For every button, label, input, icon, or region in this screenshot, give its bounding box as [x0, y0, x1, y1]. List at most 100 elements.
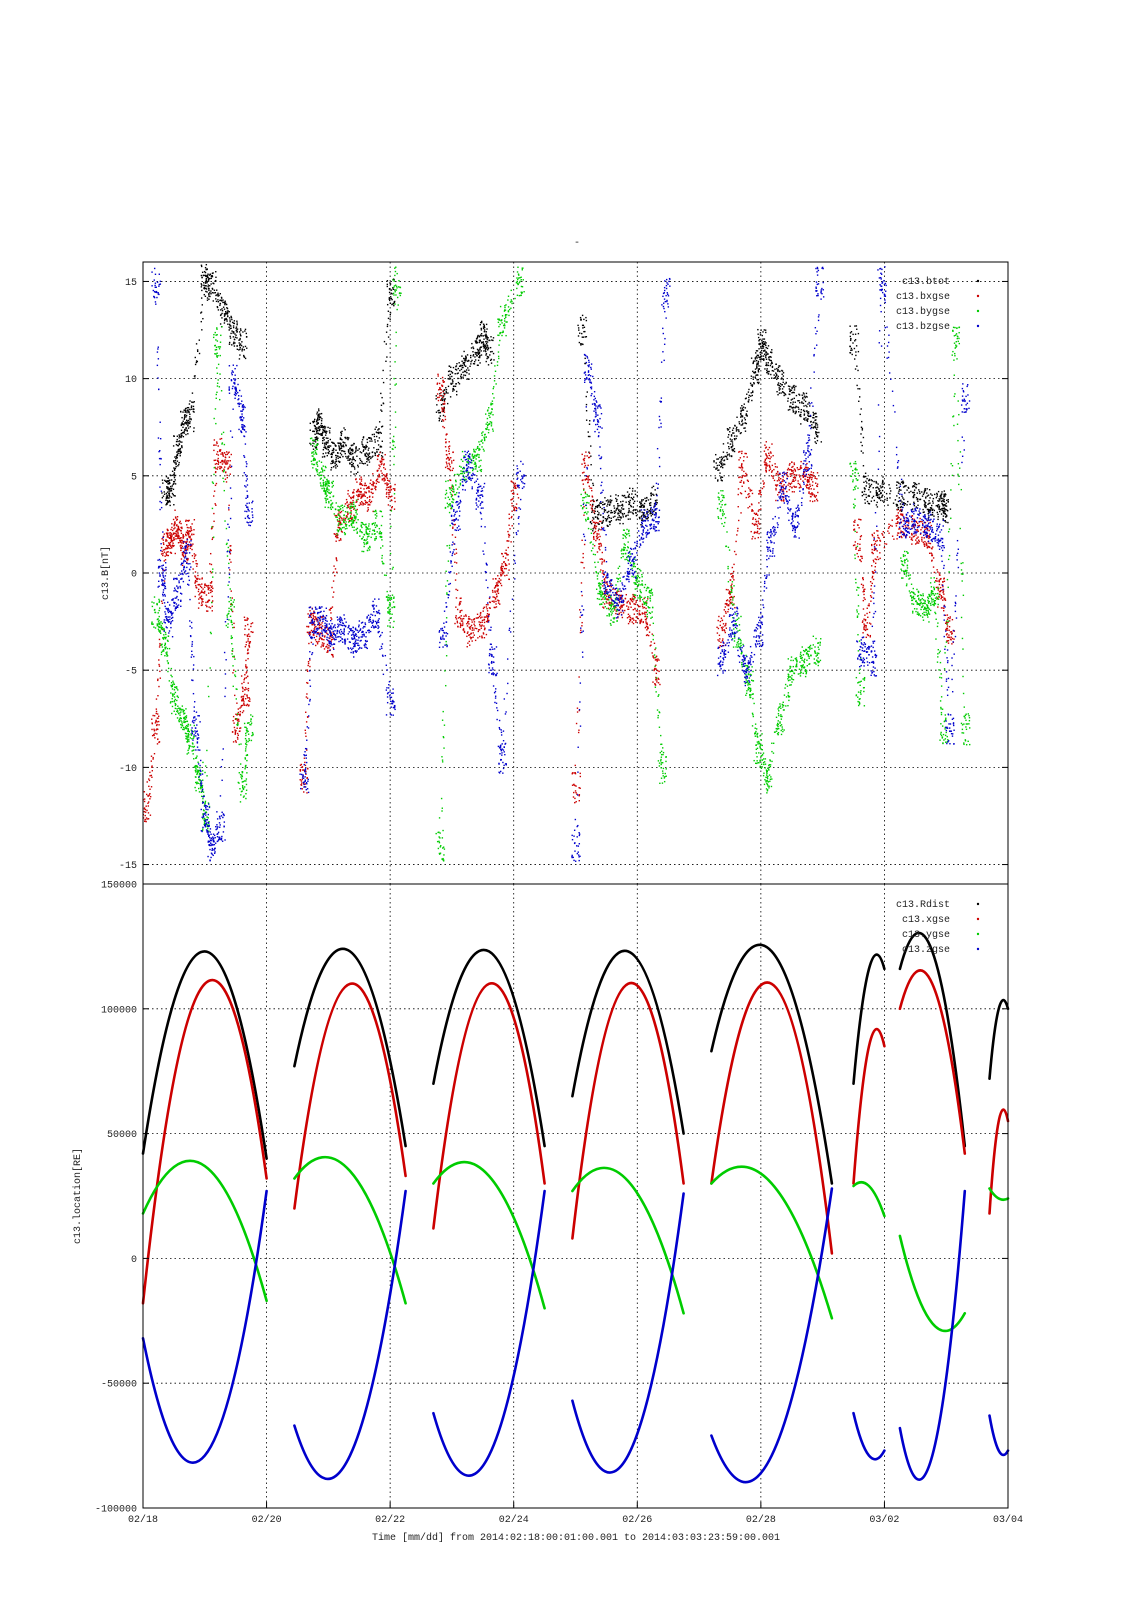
- data-point: [580, 344, 582, 346]
- data-point: [886, 497, 888, 499]
- data-point: [732, 427, 735, 429]
- data-point: [163, 491, 165, 493]
- data-point: [640, 504, 643, 507]
- data-point: [381, 479, 384, 481]
- data-point: [210, 589, 212, 591]
- data-point: [913, 489, 916, 491]
- data-point: [870, 479, 873, 481]
- data-point: [462, 622, 464, 624]
- data-point: [171, 485, 173, 487]
- data-point: [759, 354, 762, 356]
- data-point: [210, 275, 212, 277]
- data-point: [378, 464, 380, 466]
- data-point: [455, 588, 457, 591]
- data-point: [206, 276, 209, 279]
- data-point: [615, 606, 617, 609]
- data-point: [762, 480, 764, 482]
- data-point: [169, 495, 171, 497]
- data-point: [752, 390, 754, 392]
- data-point: [236, 727, 238, 729]
- data-point: [618, 510, 621, 513]
- data-point: [368, 447, 370, 449]
- data-point: [179, 537, 182, 539]
- data-point: [474, 627, 476, 630]
- data-point: [321, 426, 323, 429]
- data-point: [351, 517, 353, 520]
- data-point: [209, 589, 211, 592]
- data-point: [634, 597, 636, 599]
- data-point: [183, 432, 185, 434]
- data-point: [619, 606, 621, 609]
- data-point: [741, 407, 744, 409]
- data-point: [474, 340, 477, 342]
- data-point: [935, 496, 938, 499]
- data-point: [577, 324, 579, 327]
- data-point: [761, 339, 763, 342]
- data-point: [185, 419, 188, 421]
- data-point: [362, 495, 364, 498]
- data-point: [378, 432, 380, 435]
- data-point: [173, 525, 175, 527]
- data-point: [200, 311, 203, 313]
- data-point: [779, 370, 781, 372]
- data-point: [513, 508, 516, 510]
- data-point: [478, 352, 480, 355]
- data-point: [234, 733, 236, 735]
- data-point: [185, 427, 187, 429]
- data-point: [223, 461, 225, 464]
- data-point: [725, 622, 727, 625]
- data-point: [787, 400, 789, 402]
- data-point: [892, 502, 895, 504]
- data-point: [335, 534, 337, 537]
- magnetic-field-grid: [143, 262, 1008, 884]
- data-point: [180, 429, 183, 431]
- data-point: [242, 698, 244, 701]
- data-point: [634, 608, 636, 610]
- data-point: [480, 329, 483, 331]
- data-point: [623, 494, 626, 497]
- data-point: [325, 430, 327, 432]
- data-point: [321, 418, 323, 420]
- data-point: [163, 560, 165, 562]
- data-point: [756, 532, 758, 534]
- data-point: [436, 393, 439, 395]
- data-point: [240, 329, 242, 332]
- data-point: [748, 399, 750, 401]
- data-point: [176, 454, 178, 456]
- data-point: [603, 559, 606, 561]
- data-point: [653, 669, 655, 672]
- data-point: [729, 455, 731, 457]
- data-point: [736, 429, 738, 431]
- data-point: [197, 577, 199, 580]
- data-point: [589, 521, 592, 524]
- data-point: [486, 349, 489, 351]
- data-point: [210, 586, 213, 589]
- data-point: [166, 487, 168, 489]
- data-point: [231, 330, 233, 332]
- data-point: [748, 487, 750, 489]
- data-point: [467, 360, 469, 362]
- data-point: [510, 499, 512, 501]
- data-point: [442, 395, 445, 397]
- data-point: [210, 290, 212, 292]
- data-point: [238, 720, 240, 722]
- data-point: [754, 360, 756, 362]
- data-point: [594, 528, 597, 530]
- data-point: [881, 489, 884, 492]
- data-point: [906, 489, 908, 491]
- data-point: [467, 631, 469, 633]
- data-point: [486, 341, 489, 343]
- data-point: [232, 336, 235, 338]
- data-point: [177, 534, 180, 537]
- data-point: [482, 341, 485, 343]
- data-point: [815, 432, 817, 434]
- data-point: [226, 476, 229, 479]
- data-point: [343, 450, 345, 453]
- data-point: [167, 483, 169, 485]
- data-point: [316, 431, 318, 433]
- data-point: [602, 573, 605, 575]
- data-point: [179, 539, 181, 541]
- data-point: [598, 512, 600, 514]
- data-point: [367, 509, 370, 511]
- data-point: [169, 504, 171, 507]
